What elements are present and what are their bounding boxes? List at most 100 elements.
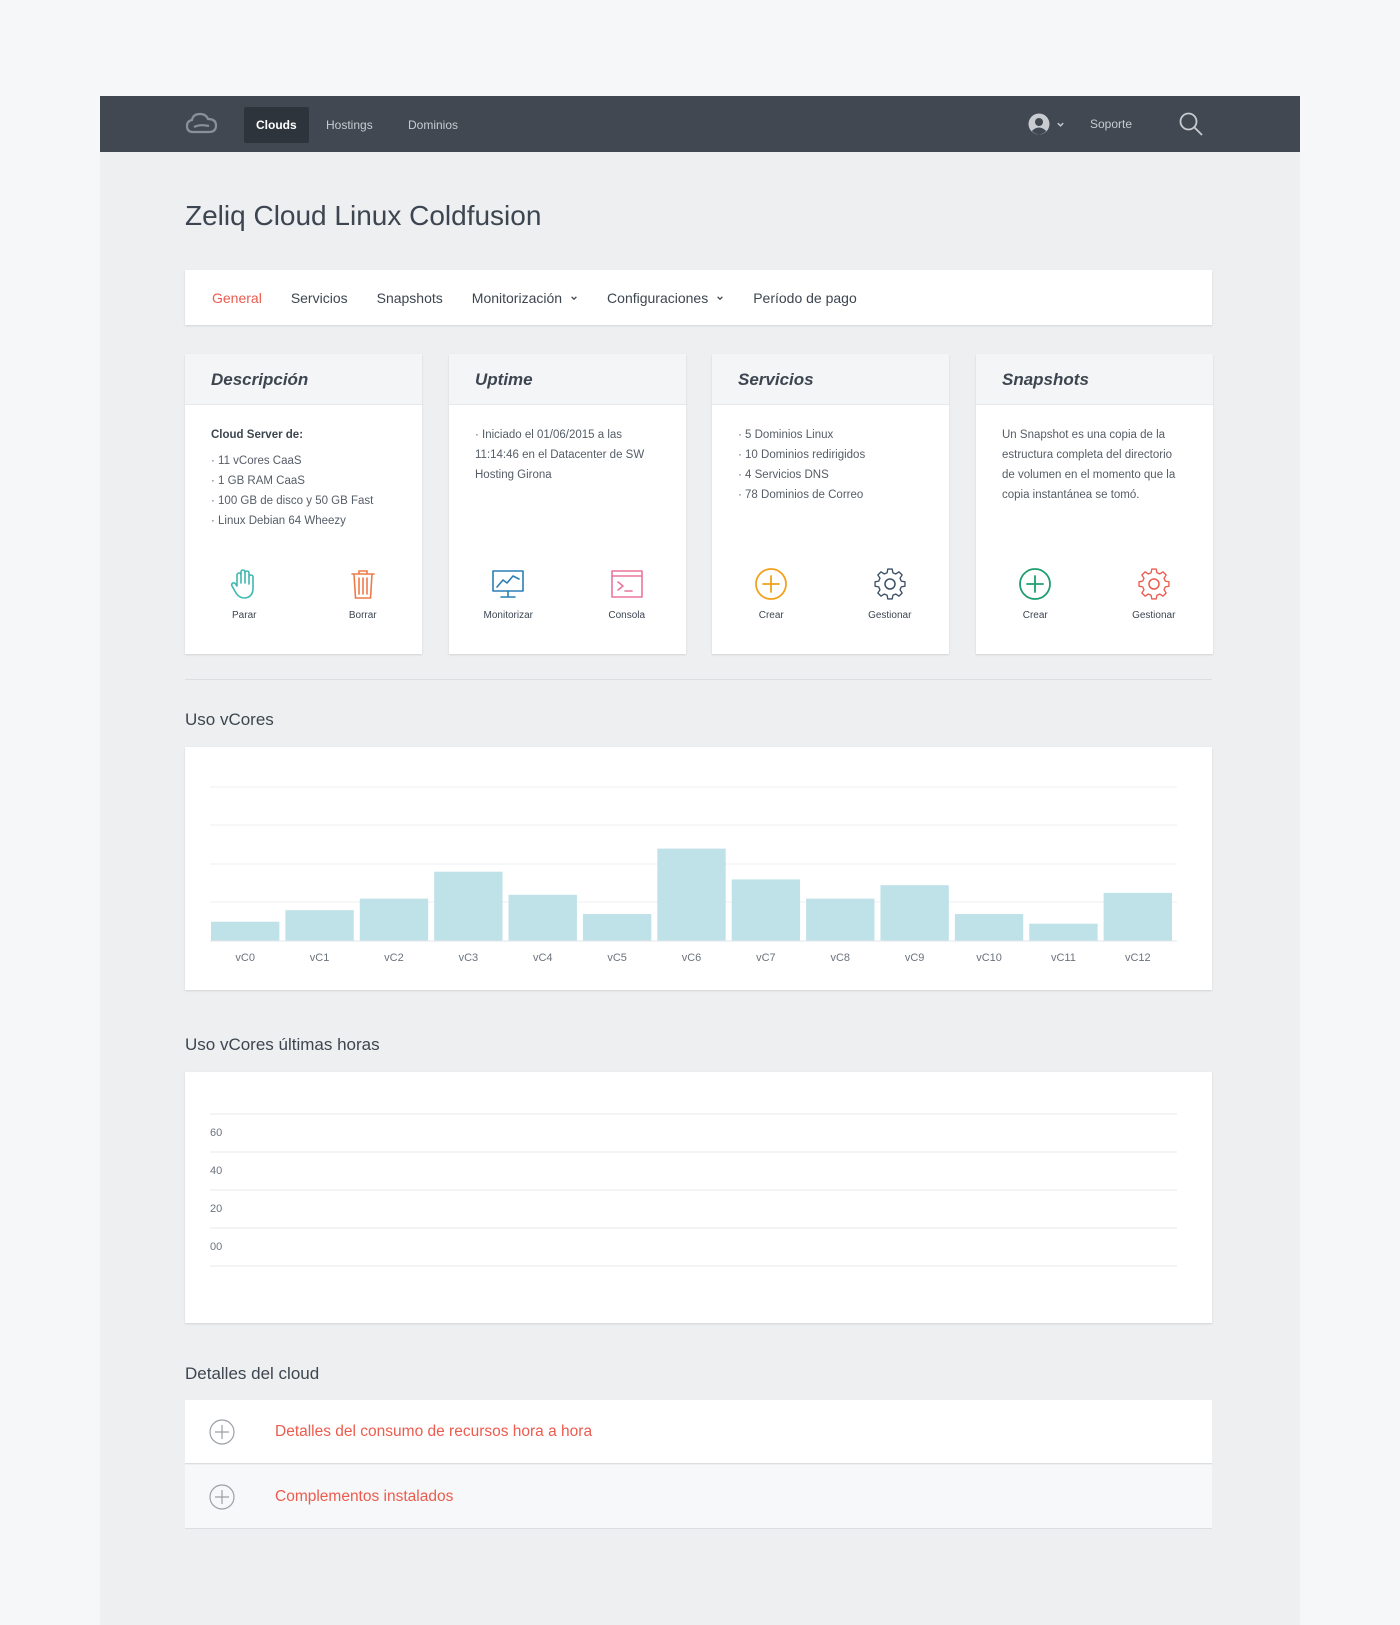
vcores-bar-chart: vC0 vC1 vC2 vC3 vC4 vC5 vC6 vC7 vC8 vC9 vC10 vC11 vC… <box>210 786 1177 964</box>
divider <box>185 679 1212 680</box>
bar[interactable] <box>359 898 429 941</box>
bar[interactable] <box>582 914 652 941</box>
card-descripcion: Descripción Cloud Server de: 11 vCores C… <box>185 354 422 654</box>
bar[interactable] <box>285 910 354 941</box>
gear-icon <box>874 568 906 600</box>
x-tick-label: vC11 <box>1051 952 1076 964</box>
card-title: Snapshots <box>976 354 1213 405</box>
user-menu[interactable] <box>1028 112 1065 136</box>
tab-label: Servicios <box>290 289 348 306</box>
action-label: Borrar <box>348 610 377 621</box>
accordion-complementos[interactable]: Complementos instalados <box>185 1465 1212 1529</box>
nav-dominios[interactable]: Dominios <box>408 118 459 132</box>
list-item: Iniciado el 01/06/2015 a las 11:14:46 en… <box>475 425 660 485</box>
y-tick-label: 00 <box>210 1241 222 1253</box>
hand-icon <box>231 569 255 599</box>
tab-servicios[interactable]: Servicios <box>291 290 348 306</box>
list-item: 11 vCores CaaS <box>211 451 396 471</box>
action-label: Gestionar <box>1132 610 1176 621</box>
action-label: Parar <box>232 610 257 621</box>
card-uptime: Uptime Iniciado el 01/06/2015 a las 11:1… <box>449 354 686 654</box>
monitorizar-button[interactable]: Monitorizar <box>458 567 558 621</box>
avatar-icon <box>1028 113 1050 135</box>
bar[interactable] <box>657 848 726 941</box>
action-label: Gestionar <box>868 610 912 621</box>
bar[interactable] <box>1029 923 1098 941</box>
action-label: Consola <box>608 610 646 621</box>
x-tick-label: vC7 <box>756 952 776 964</box>
search-icon[interactable] <box>1178 111 1204 137</box>
gear-icon <box>1138 568 1170 600</box>
x-tick-label: vC10 <box>976 952 1002 964</box>
card-snapshots: Snapshots Un Snapshot es una copia de la… <box>976 354 1213 654</box>
gestionar-servicio-button[interactable]: Gestionar <box>840 567 940 621</box>
page-title: Zeliq Cloud Linux Coldfusion <box>185 200 542 231</box>
tab-configuraciones[interactable]: Configuraciones <box>607 290 724 306</box>
crear-snapshot-button[interactable]: Crear <box>985 567 1085 621</box>
action-label: Monitorizar <box>483 610 533 621</box>
card-description: Un Snapshot es una copia de la estructur… <box>1002 429 1176 501</box>
tab-snapshots[interactable]: Snapshots <box>377 290 443 306</box>
x-tick-label: vC9 <box>905 952 925 964</box>
y-tick-label: 20 <box>210 1203 222 1215</box>
bar[interactable] <box>434 871 503 941</box>
list-item: 10 Dominios redirigidos <box>738 445 923 465</box>
tab-monitorizacion[interactable]: Monitorización <box>472 290 578 306</box>
y-tick-label: 60 <box>210 1127 222 1139</box>
monitor-chart-icon <box>492 570 525 598</box>
nav-hostings[interactable]: Hostings <box>326 118 373 132</box>
crear-servicio-button[interactable]: Crear <box>721 567 821 621</box>
action-label: Crear <box>1022 610 1048 621</box>
bar[interactable] <box>1103 892 1172 941</box>
nav-clouds[interactable]: Clouds <box>244 107 309 143</box>
chevron-down-icon <box>1057 122 1064 127</box>
x-tick-label: vC4 <box>533 952 553 964</box>
x-tick-label: vC0 <box>235 952 255 964</box>
card-servicios: Servicios 5 Dominios Linux 10 Dominios r… <box>712 354 949 654</box>
x-tick-label: vC12 <box>1125 952 1151 964</box>
y-tick-label: 40 <box>210 1165 222 1177</box>
list-item: 5 Dominios Linux <box>738 425 923 445</box>
parar-button[interactable]: Parar <box>194 567 294 621</box>
x-tick-label: vC3 <box>459 952 479 964</box>
vcores-hours-chart-panel: 60 40 20 00 <box>185 1072 1212 1323</box>
list-item: 4 Servicios DNS <box>738 465 923 485</box>
tab-periodo-pago[interactable]: Período de pago <box>753 290 857 306</box>
section-title-vcores: Uso vCores <box>185 710 274 729</box>
list-item: 78 Dominios de Correo <box>738 485 923 505</box>
bar[interactable] <box>954 914 1024 941</box>
plus-circle-icon <box>755 568 788 600</box>
x-tick-label: vC8 <box>830 952 850 964</box>
trash-icon <box>350 570 375 599</box>
list-item: Linux Debian 64 Wheezy <box>211 511 396 531</box>
card-title: Servicios <box>712 354 949 405</box>
bar[interactable] <box>211 921 280 941</box>
accordion-label: Complementos instalados <box>275 1487 454 1505</box>
card-heading: Cloud Server de: <box>211 429 304 441</box>
bar[interactable] <box>880 885 949 941</box>
chevron-down-icon <box>717 295 724 300</box>
bar[interactable] <box>508 894 577 941</box>
tab-label: Período de pago <box>753 289 857 306</box>
tab-label: Snapshots <box>376 289 443 306</box>
app-frame: Clouds Hostings Dominios Soporte Zeliq C… <box>100 96 1300 1625</box>
plus-circle-icon <box>209 1483 235 1510</box>
cloud-logo-icon[interactable] <box>185 110 219 138</box>
plus-circle-icon <box>1019 568 1052 600</box>
top-navbar: Clouds Hostings Dominios Soporte <box>100 96 1300 152</box>
support-link[interactable]: Soporte <box>1090 117 1133 131</box>
vcores-chart-panel: vC0 vC1 vC2 vC3 vC4 vC5 vC6 vC7 vC8 vC9 vC10 vC11 vC… <box>185 747 1212 990</box>
console-icon <box>610 570 643 598</box>
bar[interactable] <box>806 898 875 941</box>
consola-button[interactable]: Consola <box>577 567 677 621</box>
accordion-consumo-recursos[interactable]: Detalles del consumo de recursos hora a … <box>185 1400 1212 1464</box>
x-tick-label: vC2 <box>384 952 404 964</box>
tab-general[interactable]: General <box>212 290 262 306</box>
gestionar-snapshot-button[interactable]: Gestionar <box>1104 567 1204 621</box>
card-title: Descripción <box>185 354 422 405</box>
borrar-button[interactable]: Borrar <box>313 567 413 621</box>
plus-circle-icon <box>209 1418 235 1445</box>
section-title-vcores-hours: Uso vCores últimas horas <box>185 1035 380 1054</box>
vcores-hours-chart: 60 40 20 00 <box>210 1113 1177 1267</box>
bar[interactable] <box>731 879 801 941</box>
